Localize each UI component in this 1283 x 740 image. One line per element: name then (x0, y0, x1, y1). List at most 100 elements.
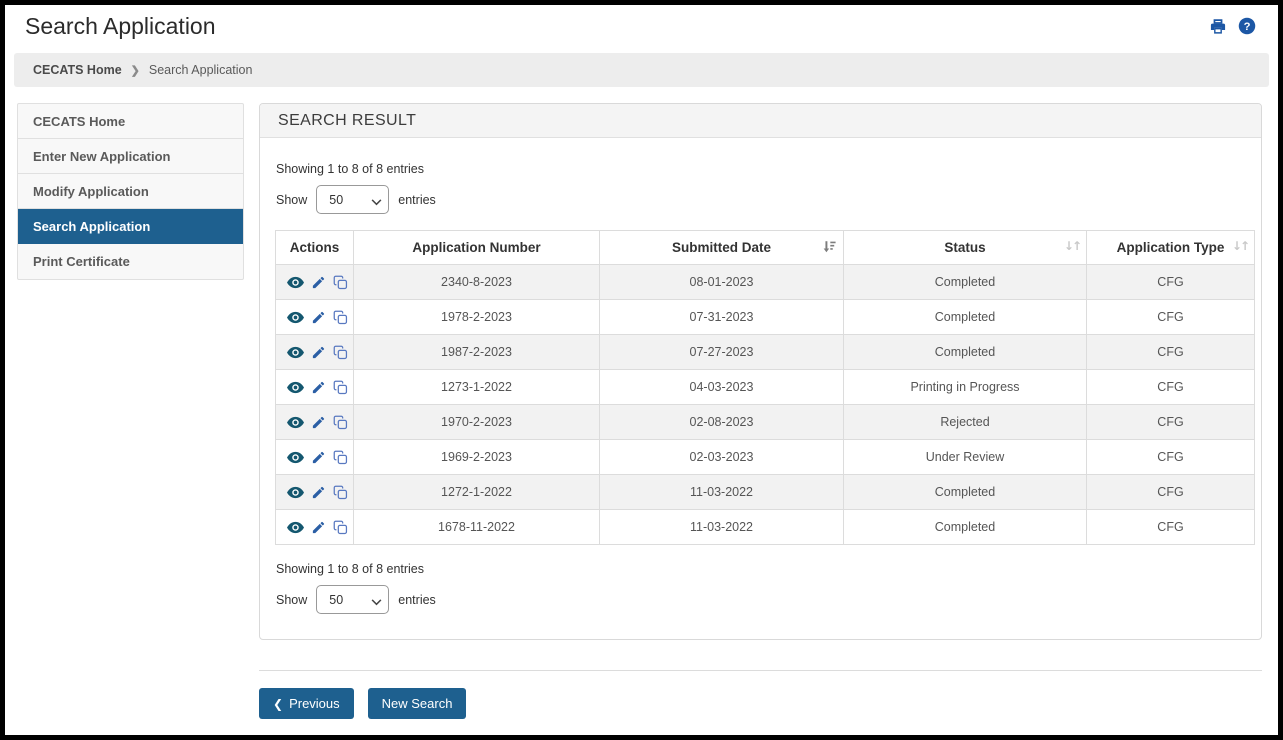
copy-icon[interactable] (333, 380, 348, 395)
submitted-date-cell: 07-31-2023 (599, 299, 844, 335)
page-size-select-bottom[interactable]: 50 (316, 585, 390, 614)
status-cell: Completed (843, 264, 1087, 300)
table-row: 1970-2-2023 02-08-2023 Rejected CFG (275, 404, 1255, 440)
application-number-cell: 1273-1-2022 (353, 369, 600, 405)
application-number-cell: 1987-2-2023 (353, 334, 600, 370)
copy-icon[interactable] (333, 520, 348, 535)
application-type-cell: CFG (1086, 299, 1255, 335)
breadcrumb-home-link[interactable]: CECATS Home (33, 63, 122, 77)
search-result-panel: SEARCH RESULT Showing 1 to 8 of 8 entrie… (259, 103, 1262, 640)
table-row: 1987-2-2023 07-27-2023 Completed CFG (275, 334, 1255, 370)
sidebar-nav: CECATS Home Enter New Application Modify… (17, 103, 244, 280)
sort-desc-icon[interactable] (823, 240, 836, 256)
new-search-button[interactable]: New Search (367, 688, 467, 719)
sidebar-item-search-application[interactable]: Search Application (18, 209, 243, 244)
submitted-date-cell: 08-01-2023 (599, 264, 844, 300)
results-table-body: 2340-8-2023 08-01-2023 Completed CFG (275, 264, 1255, 545)
copy-icon[interactable] (333, 345, 348, 360)
actions-cell (275, 369, 354, 405)
page-title: Search Application (25, 13, 216, 39)
status-cell: Completed (843, 299, 1087, 335)
sidebar-item-modify-application[interactable]: Modify Application (18, 174, 243, 209)
table-row: 1273-1-2022 04-03-2023 Printing in Progr… (275, 369, 1255, 405)
status-cell: Under Review (843, 439, 1087, 475)
submitted-date-cell: 11-03-2022 (599, 509, 844, 545)
application-type-cell: CFG (1086, 474, 1255, 510)
edit-icon[interactable] (311, 415, 326, 430)
sort-both-icon[interactable]: ↓↑ (1063, 239, 1082, 253)
print-icon[interactable] (1209, 18, 1227, 35)
breadcrumb-current: Search Application (148, 63, 253, 77)
page-size-control-top: Show 50 entries (276, 185, 1261, 214)
actions-cell (275, 474, 354, 510)
table-row: 1272-1-2022 11-03-2022 Completed CFG (275, 474, 1255, 510)
copy-icon[interactable] (333, 275, 348, 290)
sidebar-item-print-certificate[interactable]: Print Certificate (33, 254, 130, 269)
column-header-submitted-date[interactable]: Submitted Date (599, 230, 844, 265)
breadcrumb-separator-icon: ❯ (130, 64, 140, 77)
previous-button[interactable]: ❮ Previous (259, 688, 354, 719)
application-number-cell: 2340-8-2023 (353, 264, 600, 300)
view-icon[interactable] (287, 276, 304, 289)
application-type-cell: CFG (1086, 264, 1255, 300)
panel-title: SEARCH RESULT (260, 104, 1261, 138)
copy-icon[interactable] (333, 310, 348, 325)
footer-buttons: ❮ Previous New Search (259, 688, 467, 719)
footer-divider (259, 670, 1262, 671)
column-header-application-number[interactable]: Application Number (353, 230, 600, 265)
view-icon[interactable] (287, 381, 304, 394)
application-type-cell: CFG (1086, 369, 1255, 405)
view-icon[interactable] (287, 451, 304, 464)
edit-icon[interactable] (311, 380, 326, 395)
sidebar-item-cecats-home[interactable]: CECATS Home (18, 104, 243, 139)
actions-cell (275, 264, 354, 300)
header-icons: ? (1209, 17, 1256, 35)
copy-icon[interactable] (333, 450, 348, 465)
edit-icon[interactable] (311, 485, 326, 500)
column-header-actions: Actions (275, 230, 354, 265)
edit-icon[interactable] (311, 450, 326, 465)
table-row: 2340-8-2023 08-01-2023 Completed CFG (275, 264, 1255, 300)
showing-entries-bottom: Showing 1 to 8 of 8 entries (276, 562, 425, 576)
application-type-cell: CFG (1086, 439, 1255, 475)
svg-text:?: ? (1244, 21, 1251, 33)
view-icon[interactable] (287, 311, 304, 324)
edit-icon[interactable] (311, 310, 326, 325)
submitted-date-cell: 04-03-2023 (599, 369, 844, 405)
application-number-cell: 1678-11-2022 (353, 509, 600, 545)
view-icon[interactable] (287, 521, 304, 534)
copy-icon[interactable] (333, 415, 348, 430)
sort-both-icon[interactable]: ↓↑ (1231, 239, 1250, 253)
status-cell: Completed (843, 474, 1087, 510)
table-row: 1969-2-2023 02-03-2023 Under Review CFG (275, 439, 1255, 475)
help-icon[interactable]: ? (1238, 17, 1256, 35)
view-icon[interactable] (287, 486, 304, 499)
view-icon[interactable] (287, 416, 304, 429)
edit-icon[interactable] (311, 275, 326, 290)
column-header-application-type[interactable]: Application Type ↓↑ (1086, 230, 1255, 265)
copy-icon[interactable] (333, 485, 348, 500)
submitted-date-cell: 02-03-2023 (599, 439, 844, 475)
search-results-table: Actions Application Number Submitted Dat… (275, 230, 1255, 545)
sidebar-item-enter-new-application[interactable]: Enter New Application (18, 139, 243, 174)
show-label: Show (276, 192, 308, 207)
actions-cell (275, 509, 354, 545)
column-header-status[interactable]: Status ↓↑ (843, 230, 1087, 265)
application-type-cell: CFG (1086, 334, 1255, 370)
entries-label: entries (398, 192, 436, 207)
application-number-cell: 1970-2-2023 (353, 404, 600, 440)
edit-icon[interactable] (311, 520, 326, 535)
table-row: 1678-11-2022 11-03-2022 Completed CFG (275, 509, 1255, 545)
application-number-cell: 1969-2-2023 (353, 439, 600, 475)
actions-cell (275, 299, 354, 335)
application-number-cell: 1272-1-2022 (353, 474, 600, 510)
edit-icon[interactable] (311, 345, 326, 360)
actions-cell (275, 439, 354, 475)
view-icon[interactable] (287, 346, 304, 359)
breadcrumb: CECATS Home ❯ Search Application (14, 53, 1269, 87)
show-label: Show (276, 592, 308, 607)
submitted-date-cell: 07-27-2023 (599, 334, 844, 370)
actions-cell (275, 334, 354, 370)
page-size-select-top[interactable]: 50 (316, 185, 390, 214)
application-type-cell: CFG (1086, 509, 1255, 545)
